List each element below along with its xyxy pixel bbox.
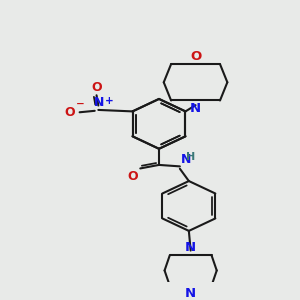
Text: N: N: [185, 241, 196, 254]
Text: N: N: [185, 287, 196, 300]
Text: +: +: [105, 96, 114, 106]
Text: O: O: [91, 81, 102, 94]
Text: O: O: [128, 170, 139, 183]
Text: N: N: [190, 102, 201, 115]
Text: O: O: [190, 50, 201, 63]
Text: N: N: [94, 96, 105, 109]
Text: H: H: [186, 152, 196, 162]
Text: −: −: [76, 99, 85, 109]
Text: N: N: [181, 152, 191, 166]
Text: O: O: [65, 106, 75, 119]
